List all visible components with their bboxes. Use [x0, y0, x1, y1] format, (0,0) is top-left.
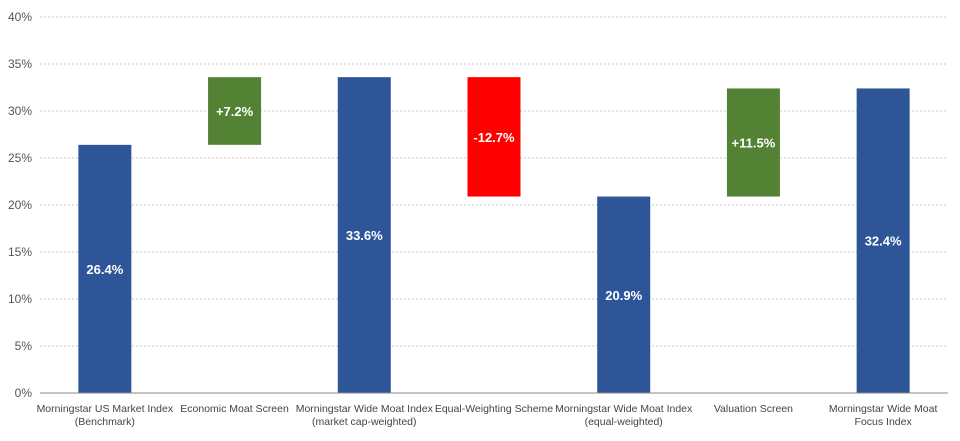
y-tick-label: 40%: [8, 10, 32, 24]
bar-value-label: 20.9%: [605, 288, 642, 303]
y-tick-label: 20%: [8, 198, 32, 212]
x-category-label-line: Morningstar Wide Moat: [829, 403, 938, 415]
bar-increase: [726, 88, 780, 197]
bar-value-label: +7.2%: [216, 104, 254, 119]
bar-value-label: -12.7%: [473, 130, 515, 145]
bar-value-label: 26.4%: [86, 262, 123, 277]
gridlines: [40, 16, 948, 347]
y-tick-label: 15%: [8, 245, 32, 259]
x-category-label-line: Focus Index: [855, 416, 913, 428]
x-category-label-line: Economic Moat Screen: [180, 403, 289, 415]
x-category-label: Economic Moat Screen: [180, 403, 289, 415]
y-tick-label: 10%: [8, 292, 32, 306]
x-category-label: Valuation Screen: [714, 403, 793, 415]
y-axis-ticks: 0% 5% 10% 15% 20% 25% 30% 35% 40%: [8, 10, 32, 400]
x-category-label: Morningstar US Market Index (Benchmark): [37, 403, 174, 428]
x-category-label: Morningstar Wide Moat Index (market cap-w…: [296, 403, 434, 428]
bar-total: [337, 77, 391, 393]
y-tick-label: 30%: [8, 104, 32, 118]
y-tick-label: 25%: [8, 151, 32, 165]
bar-total: [597, 196, 651, 393]
bar-decrease: [467, 77, 521, 197]
x-category-label-line: (Benchmark): [75, 416, 135, 428]
bar-increase: [208, 77, 262, 145]
bar-total: [78, 144, 132, 393]
x-category-label: Equal-Weighting Scheme: [435, 403, 553, 415]
x-category-label: Morningstar Wide Moat Focus Index: [829, 403, 938, 428]
x-category-label-line: (equal-weighted): [585, 416, 663, 428]
y-tick-label: 5%: [15, 339, 33, 353]
x-category-label-line: Morningstar Wide Moat Index: [555, 403, 693, 415]
y-tick-label: 35%: [8, 57, 32, 71]
x-category-label-line: Valuation Screen: [714, 403, 793, 415]
x-category-label-line: Morningstar US Market Index: [37, 403, 174, 415]
bar-value-label: +11.5%: [732, 135, 776, 150]
x-axis-categories: Morningstar US Market Index (Benchmark) Ec…: [37, 403, 938, 428]
x-category-label-line: Equal-Weighting Scheme: [435, 403, 553, 415]
x-category-label-line: Morningstar Wide Moat Index: [296, 403, 434, 415]
x-category-label: Morningstar Wide Moat Index (equal-weight…: [555, 403, 693, 428]
bar-total: [856, 88, 910, 393]
bar-value-label: 32.4%: [865, 234, 902, 249]
y-tick-label: 0%: [15, 386, 33, 400]
x-category-label-line: (market cap-weighted): [312, 416, 416, 428]
bars: [78, 77, 910, 393]
bar-value-label: 33.6%: [346, 228, 383, 243]
bar-labels: 26.4% +7.2% 33.6% -12.7% 20.9% +11.5% 32.4%: [86, 104, 902, 303]
